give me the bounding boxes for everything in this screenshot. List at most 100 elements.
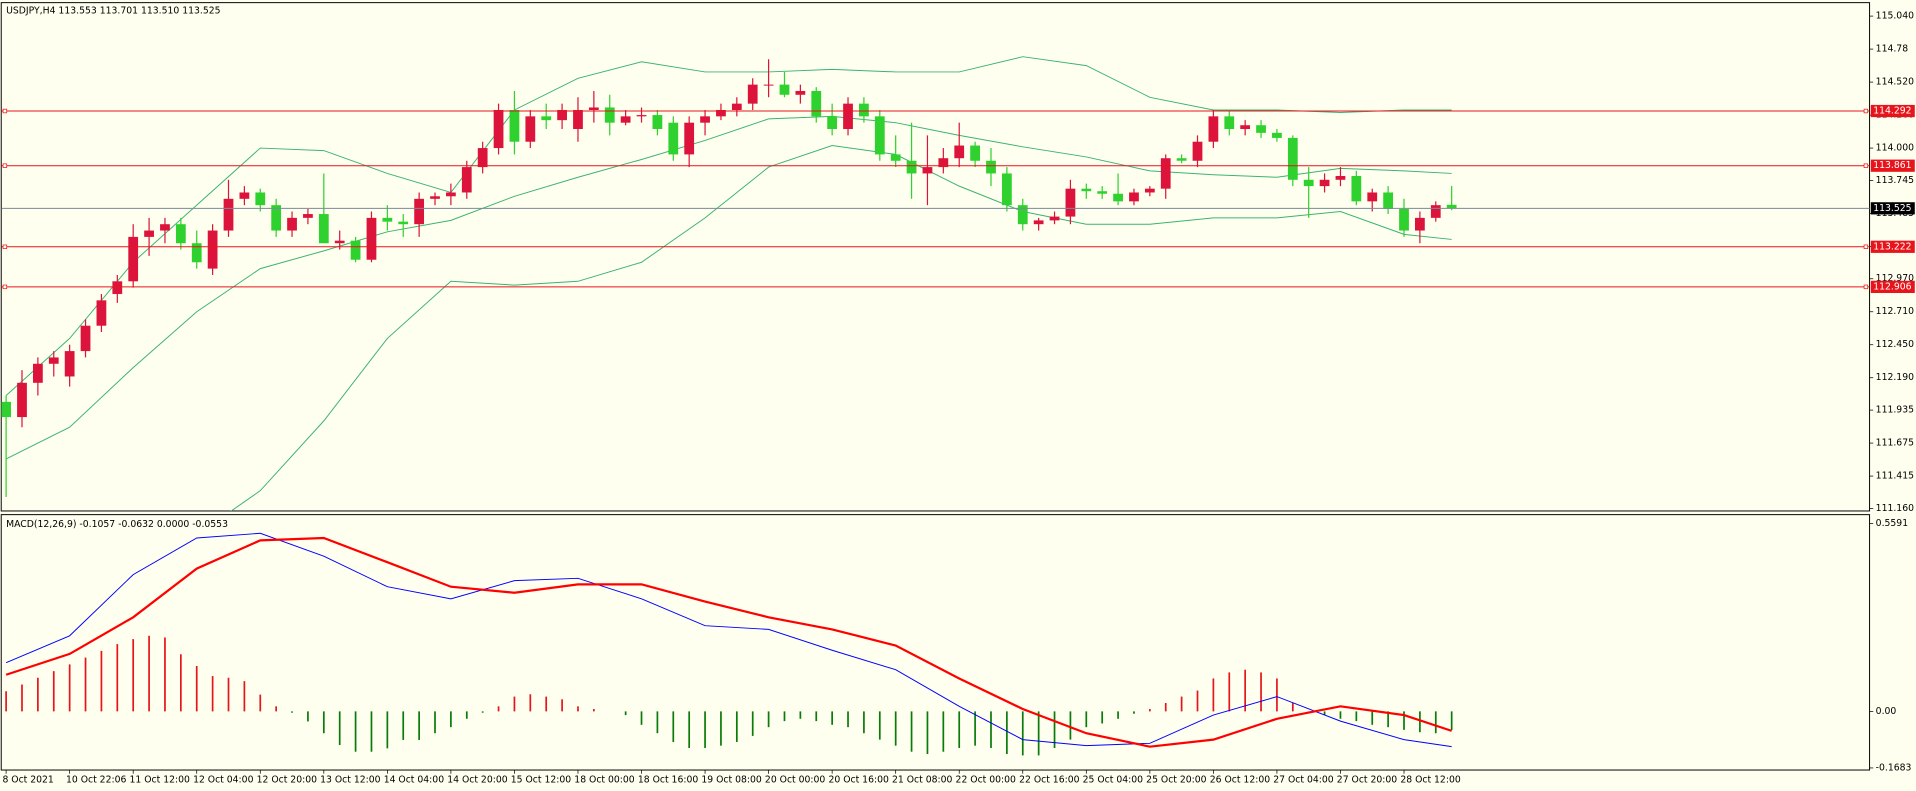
candle-body (573, 109, 583, 130)
candle-body (843, 103, 853, 130)
x-tick-label: 22 Oct 16:00 (1019, 774, 1080, 785)
axes: 115.040114.78114.520114.260114.000113.74… (2, 11, 1915, 785)
candle-body (874, 116, 885, 155)
candle-body (1, 401, 11, 418)
level-handle (1863, 163, 1869, 168)
y-tick-label: 111.415 (1876, 471, 1914, 482)
y-tick-label: 0.5591 (1876, 518, 1909, 529)
x-tick-label: 19 Oct 08:00 (701, 774, 762, 785)
candle-body (1033, 220, 1044, 225)
candle-body (795, 90, 806, 95)
candle-body (1256, 125, 1266, 133)
price-label-box (1870, 280, 1915, 293)
candle-body (684, 122, 695, 155)
y-tick-label: 112.190 (1876, 372, 1914, 383)
candle-body (17, 382, 27, 418)
y-tick-label: 111.675 (1876, 438, 1914, 449)
candle-body (636, 115, 647, 117)
candle-body (1049, 216, 1060, 221)
candle-body (1160, 158, 1171, 189)
price-label: 113.525 (1873, 203, 1911, 214)
candle-body (128, 236, 139, 282)
bollinger-band (5, 115, 1452, 460)
candle-body (779, 84, 790, 95)
candle-body (588, 107, 599, 110)
candle-body (1224, 116, 1235, 130)
price-label-box (1870, 240, 1915, 253)
macd-panel (0, 514, 1871, 771)
candle-body (493, 109, 504, 149)
candle-body (1192, 141, 1203, 161)
candle-body (207, 230, 218, 269)
macd-plot (5, 532, 1453, 756)
candle-body (382, 217, 393, 222)
candle-body (461, 167, 472, 193)
candle-body (96, 300, 107, 326)
y-tick-label: 111.160 (1876, 503, 1914, 514)
candle-body (239, 192, 250, 199)
candle-body (398, 221, 409, 225)
level-handle (2, 244, 8, 249)
candle-body (970, 145, 980, 161)
candle-body (700, 116, 710, 123)
candle-body (1017, 205, 1028, 225)
candle-body (271, 205, 282, 231)
candle-body (255, 192, 266, 206)
candle-body (541, 116, 552, 121)
y-tick-label: 114.520 (1876, 77, 1914, 88)
candle-body (954, 145, 965, 159)
candle-body (890, 154, 901, 161)
candle-body (1351, 175, 1362, 202)
candle-body (938, 158, 949, 168)
candle-body (287, 217, 297, 231)
candle-body (64, 351, 75, 377)
price-label-box (1870, 159, 1915, 172)
y-tick-label: 114.000 (1876, 143, 1914, 154)
price-label: 113.861 (1873, 160, 1911, 171)
price-label: 114.292 (1873, 106, 1911, 117)
candle-body (80, 325, 91, 352)
x-tick-label: 18 Oct 16:00 (638, 774, 699, 785)
candle-body (986, 160, 996, 174)
candle-body (303, 214, 313, 218)
candle-body (446, 192, 456, 197)
candle-body (557, 109, 567, 121)
candle-body (1176, 158, 1187, 161)
candle-body (922, 167, 933, 174)
candle-body (1065, 188, 1076, 217)
level-handle (2, 163, 8, 168)
candle-body (175, 224, 186, 244)
candle-body (1272, 132, 1282, 138)
candle-body (604, 107, 615, 123)
price-label-box (1870, 202, 1915, 215)
x-tick-label: 13 Oct 12:00 (320, 774, 381, 785)
x-tick-label: 14 Oct 20:00 (447, 774, 508, 785)
candle-body (1415, 217, 1425, 231)
y-tick-label: 115.040 (1876, 11, 1914, 22)
level-handle (2, 284, 8, 290)
candle-body (716, 109, 726, 117)
x-tick-label: 25 Oct 04:00 (1083, 774, 1144, 785)
candle-body (350, 240, 361, 260)
y-tick-label: 113.745 (1876, 175, 1914, 186)
candle-body (1446, 204, 1457, 209)
level-handle (2, 108, 8, 114)
y-tick-label: -0.1683 (1876, 762, 1912, 773)
x-tick-label: 18 Oct 00:00 (574, 774, 635, 785)
candle-body (1319, 179, 1330, 187)
x-tick-label: 12 Oct 04:00 (193, 774, 254, 785)
main-panel (0, 2, 1871, 512)
candle-body (144, 230, 154, 237)
y-tick-label: 112.710 (1876, 306, 1914, 317)
candle-body (1367, 192, 1378, 202)
level-handle (1863, 244, 1869, 249)
level-handle (1863, 284, 1869, 290)
x-tick-label: 20 Oct 00:00 (765, 774, 826, 785)
candle-body (747, 84, 758, 104)
candle-body (191, 243, 202, 263)
candle-body (366, 217, 377, 260)
candle-body (827, 116, 838, 130)
candle-body (1383, 192, 1394, 209)
candle-body (318, 214, 329, 244)
